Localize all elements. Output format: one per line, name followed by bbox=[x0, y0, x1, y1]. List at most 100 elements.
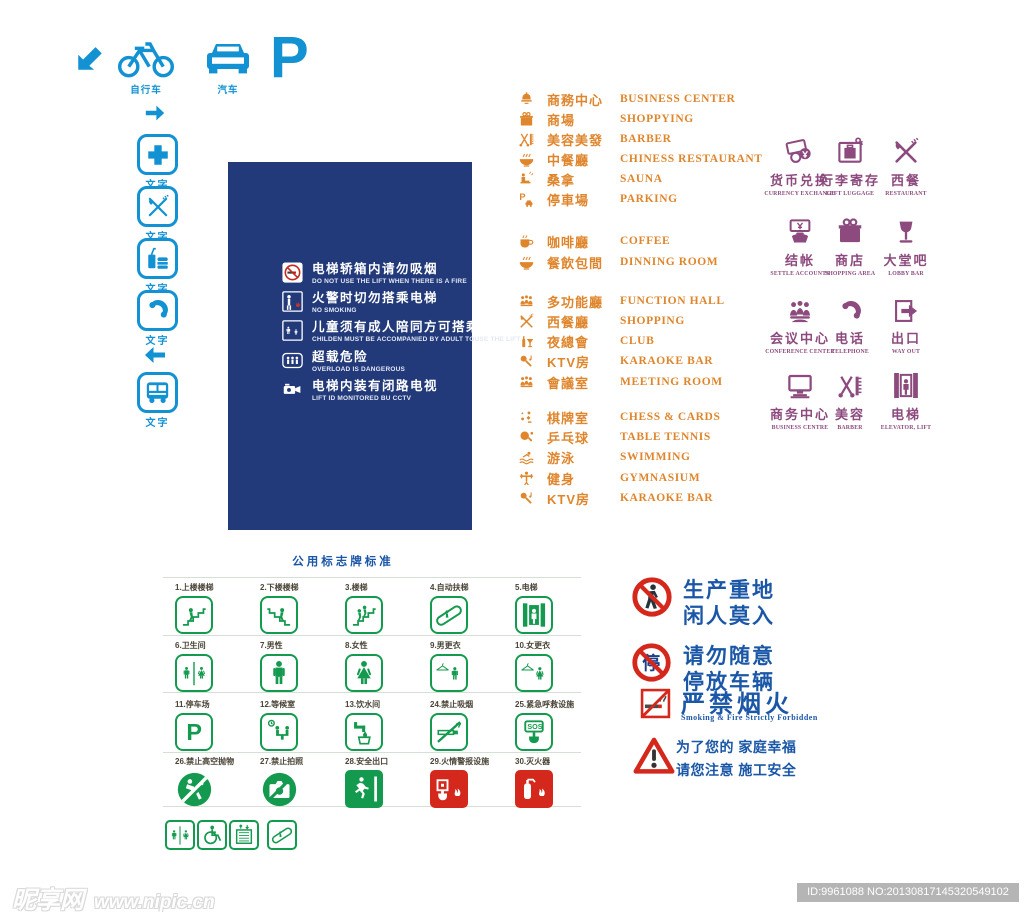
parking-p-icon: P bbox=[175, 713, 213, 751]
standard-sign: 27.禁止拍照 bbox=[253, 756, 337, 808]
refreshments-sign bbox=[137, 238, 178, 279]
standard-sign: 25.紧急呼救设施 SOS bbox=[508, 699, 592, 751]
svg-text:P: P bbox=[186, 719, 202, 745]
female-icon bbox=[345, 654, 383, 692]
luggage-locker-icon bbox=[812, 134, 888, 167]
standard-sign: 12.等候室 bbox=[253, 699, 337, 751]
arrow-down-left-icon bbox=[78, 47, 102, 70]
warning-text: 为了您的 家庭幸福 bbox=[676, 739, 797, 755]
directory-item: 多功能廳 FUNCTION HALL bbox=[518, 292, 725, 310]
service-item: 西餐 RESTAURANT bbox=[868, 134, 944, 197]
directory-item: 乒乓球 TABLE TENNIS bbox=[518, 428, 711, 446]
steaming-bowl-icon bbox=[518, 254, 535, 271]
fire-no-lift-icon bbox=[282, 291, 303, 312]
warning-triangle-icon bbox=[633, 737, 675, 774]
sos-call-icon: SOS bbox=[515, 713, 553, 751]
no-pedestrian-icon bbox=[632, 577, 672, 617]
directory-item: 商務中心 BUSINESS CENTER bbox=[518, 90, 735, 108]
caption-text: 文字 bbox=[145, 336, 170, 347]
bottle-glass-icon bbox=[518, 333, 535, 350]
watermark-site-name: 昵享网 bbox=[12, 887, 84, 912]
sauna-icon bbox=[518, 171, 535, 188]
service-item: 美容 BARBER bbox=[812, 368, 888, 431]
directory-item: 商場 SHOPPYING bbox=[518, 110, 694, 128]
money-exchange-icon bbox=[762, 134, 838, 167]
arrow-left-icon bbox=[145, 347, 165, 363]
bicycle-label: 自行车 bbox=[130, 85, 162, 96]
standard-sign: 4.自动扶梯 bbox=[423, 582, 507, 634]
barbell-person-icon bbox=[518, 470, 535, 487]
scissors-comb-icon bbox=[518, 131, 535, 148]
standard-sign: 1.上楼楼梯 bbox=[168, 582, 252, 634]
first-aid-sign bbox=[137, 134, 178, 175]
standard-sign: 28.安全出口 bbox=[338, 756, 422, 808]
bus-icon bbox=[146, 382, 169, 403]
service-item: 商店 SHOPPING AREA bbox=[812, 214, 888, 277]
warning-text: 生产重地 bbox=[683, 579, 775, 602]
svg-text:SOS: SOS bbox=[527, 722, 542, 731]
telephone-icon bbox=[144, 297, 171, 324]
notice-row: 火警时切勿搭乘电梯 NO SMOKING bbox=[282, 291, 472, 314]
game-pieces-icon bbox=[518, 409, 535, 426]
male-icon bbox=[260, 654, 298, 692]
no-throwing-icon bbox=[175, 770, 213, 808]
cashier-hand-icon bbox=[762, 214, 838, 247]
service-item: 会议中心 CONFERENCE CENTER bbox=[762, 292, 838, 355]
escalator-icon bbox=[430, 596, 468, 634]
divider bbox=[163, 577, 581, 578]
pingpong-paddle-icon bbox=[518, 429, 535, 446]
standard-sign: 24.禁止吸烟 bbox=[423, 699, 507, 751]
people-group-icon bbox=[518, 374, 535, 391]
elevator-person-icon bbox=[868, 368, 944, 401]
warning-text: 闲人莫入 bbox=[683, 605, 775, 628]
warning-text: 严禁烟火 bbox=[681, 691, 793, 718]
divider bbox=[163, 635, 581, 636]
elevator-icon bbox=[515, 596, 553, 634]
directory-item: 游泳 SWIMMING bbox=[518, 448, 691, 466]
fork-knife-icon bbox=[145, 194, 171, 220]
escalator-mini-icon bbox=[267, 820, 297, 850]
microphone-icon bbox=[518, 353, 535, 370]
svg-text:P: P bbox=[519, 192, 525, 202]
elevator-mini-icon bbox=[229, 820, 259, 850]
arrow-right-icon bbox=[145, 105, 165, 121]
directory-item: 中餐廳 CHINESS RESTAURANT bbox=[518, 150, 763, 168]
directory-item: 餐飲包間 DINNING ROOM bbox=[518, 253, 718, 271]
directory-item: 棋牌室 CHESS & CARDS bbox=[518, 408, 720, 426]
directory-item: KTV房 KARAOKE BAR bbox=[518, 352, 713, 370]
service-bell-icon bbox=[518, 91, 535, 108]
no-photo-icon bbox=[260, 770, 298, 808]
steaming-bowl-icon bbox=[518, 151, 535, 168]
directory-item: 桑拿 SAUNA bbox=[518, 170, 663, 188]
cctv-camera-icon bbox=[283, 383, 301, 394]
overload-icon bbox=[282, 352, 303, 369]
divider bbox=[163, 752, 581, 753]
waiting-room-icon bbox=[260, 713, 298, 751]
standard-sign: 26.禁止高空抛物 bbox=[168, 756, 252, 808]
standard-sign: 29.火情警报设施 bbox=[423, 756, 507, 808]
stairs-down-icon bbox=[260, 596, 298, 634]
no-parking-icon: 停 bbox=[632, 643, 671, 682]
warning-text: 停放车辆 bbox=[683, 671, 775, 694]
bus-sign bbox=[137, 372, 178, 413]
women-changing-icon bbox=[515, 654, 553, 692]
warning-text: 请勿随意 bbox=[683, 645, 775, 668]
wine-glass-icon bbox=[868, 214, 944, 247]
divider bbox=[163, 692, 581, 693]
adult-child-icon bbox=[282, 320, 303, 341]
watermark-url: www.nipic.cn bbox=[94, 892, 215, 912]
car-label: 汽车 bbox=[217, 85, 239, 96]
coffee-cup-icon bbox=[518, 233, 535, 250]
directory-item: KTV房 KARAOKE BAR bbox=[518, 489, 713, 507]
warning-text: 请您注意 施工安全 bbox=[676, 762, 797, 778]
caption-text: 文字 bbox=[137, 176, 178, 191]
swimmer-icon bbox=[518, 449, 535, 466]
drink-snack-icon bbox=[147, 247, 168, 269]
directory-item: 夜總會 CLUB bbox=[518, 332, 654, 350]
stairs-up-icon bbox=[175, 596, 213, 634]
exit-door-icon bbox=[868, 292, 944, 325]
standard-sign: 2.下楼楼梯 bbox=[253, 582, 337, 634]
standard-sign: 7.男性 bbox=[253, 640, 337, 692]
no-smoking-icon bbox=[430, 713, 468, 751]
